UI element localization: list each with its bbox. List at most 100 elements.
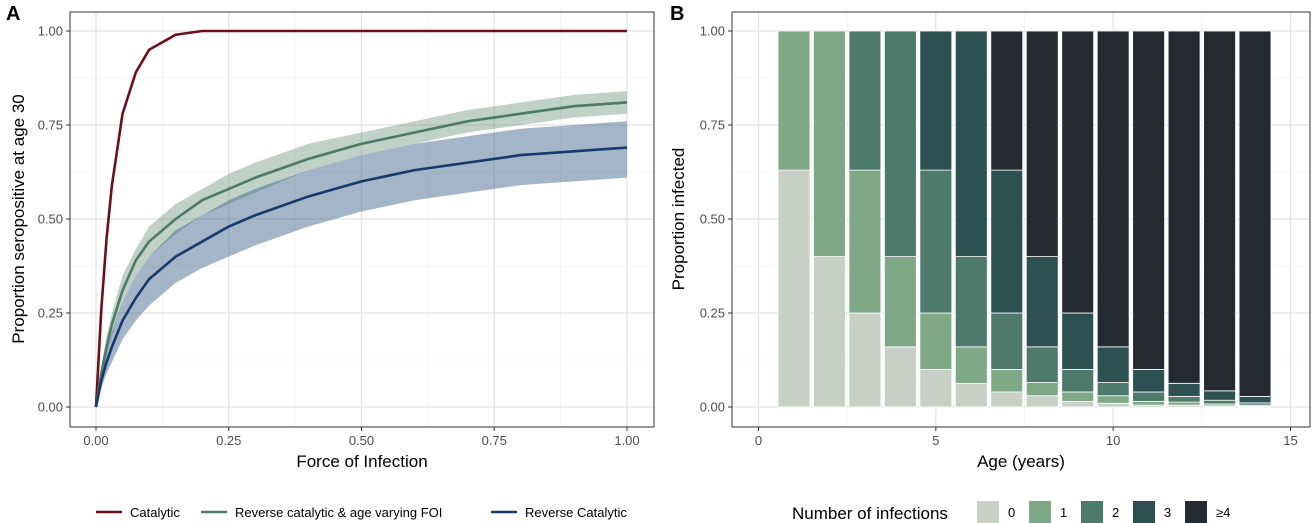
legend-key <box>1081 501 1103 523</box>
x-tick-label: 0.50 <box>349 433 374 448</box>
panel-a-tag: A <box>6 3 20 25</box>
legend-key <box>1185 501 1207 523</box>
bar-segment <box>1132 368 1165 393</box>
x-tick-label: 15 <box>1283 433 1297 448</box>
bar-segment <box>1025 346 1059 383</box>
bar-segment <box>1025 256 1059 348</box>
panel-a-x-ticks: 0.00 0.25 0.50 0.75 1.00 <box>83 427 640 448</box>
bar-segment <box>1238 396 1272 404</box>
bar-segment <box>1203 399 1236 405</box>
x-tick-label: 0 <box>755 433 762 448</box>
x-tick-label: 5 <box>932 433 939 448</box>
x-tick-label: 1.00 <box>614 433 639 448</box>
legend-label: 0 <box>1008 505 1015 520</box>
legend-title: Number of infections <box>792 504 948 523</box>
bar-segment <box>1096 402 1130 408</box>
bar-segment <box>919 312 953 370</box>
y-tick-label: 0.75 <box>700 118 725 133</box>
confidence-band <box>96 91 627 407</box>
bar-segment <box>848 312 882 408</box>
panel-a: A 0.00 0.25 0.50 0.75 1.00 0.00 0.25 0.50 0.75 1… <box>6 3 655 520</box>
bar-segment <box>777 169 811 408</box>
panel-b-legend: Number of infections 0 1 2 3 ≥4 <box>792 501 1230 523</box>
bar-segment <box>1061 391 1095 402</box>
x-tick-label: 10 <box>1106 433 1120 448</box>
bar-segment <box>954 346 988 384</box>
legend-label: Reverse catalytic & age varying FOI <box>235 505 442 520</box>
bar-segment <box>813 30 846 258</box>
series-line <box>94 29 627 408</box>
legend-label: ≥4 <box>1216 505 1230 520</box>
bar-segment <box>848 169 882 314</box>
bar-segment <box>1096 30 1130 348</box>
panel-a-y-ticks: 0.00 0.25 0.50 0.75 1.00 <box>38 24 70 415</box>
y-tick-label: 0.50 <box>700 212 725 227</box>
bar-segment <box>1061 312 1095 370</box>
bar-segment <box>954 382 988 408</box>
legend-label: 1 <box>1060 505 1067 520</box>
y-tick-label: 0.00 <box>38 400 63 415</box>
bar-segment <box>1167 30 1201 384</box>
y-tick-label: 1.00 <box>38 24 63 39</box>
bar-segment <box>954 30 988 258</box>
y-tick-label: 0.25 <box>700 306 725 321</box>
bar-segment <box>813 256 846 408</box>
bar-segment <box>1132 400 1165 406</box>
bar-segment <box>1203 390 1236 401</box>
bar-segment <box>919 30 953 171</box>
bar-segment <box>884 256 917 348</box>
bar-segment <box>1203 30 1236 392</box>
bar-segment <box>990 312 1024 370</box>
legend-label: Catalytic <box>130 505 180 520</box>
y-tick-label: 1.00 <box>700 24 725 39</box>
panel-a-legend: Catalytic Reverse catalytic & age varying… <box>96 505 627 520</box>
bar-segment <box>884 346 917 408</box>
legend-label: 2 <box>1112 505 1119 520</box>
y-tick-label: 0.00 <box>700 400 725 415</box>
legend-label: Reverse Catalytic <box>525 505 627 520</box>
series-line <box>94 101 628 408</box>
bar-segment <box>777 30 811 171</box>
panel-a-x-title: Force of Infection <box>296 452 427 471</box>
y-tick-label: 0.50 <box>38 212 63 227</box>
bar-segment <box>990 169 1024 314</box>
panel-b-tag: B <box>670 3 684 25</box>
bar-segment <box>1025 382 1059 397</box>
panel-a-y-title: Proportion seropositive at age 30 <box>9 94 28 344</box>
bar-segment <box>1061 368 1095 393</box>
panel-b-bars <box>777 30 1272 408</box>
bar-segment <box>1238 30 1272 397</box>
panel-b-x-ticks: 0 5 10 15 <box>755 427 1298 448</box>
bar-segment <box>1167 401 1201 406</box>
bar-segment <box>1096 395 1130 404</box>
bar-segment <box>848 30 882 171</box>
legend-label: 3 <box>1164 505 1171 520</box>
x-tick-label: 0.00 <box>83 433 108 448</box>
bar-segment <box>1096 382 1130 397</box>
y-tick-label: 0.75 <box>38 118 63 133</box>
bar-segment <box>1167 382 1201 397</box>
bar-segment <box>919 368 953 408</box>
bar-segment <box>1132 30 1165 370</box>
bar-segment <box>1025 395 1059 408</box>
bar-segment <box>954 256 988 348</box>
confidence-band <box>96 121 627 408</box>
bar-segment <box>884 30 917 258</box>
panel-b-y-title: Proportion infected <box>669 148 688 291</box>
x-tick-label: 0.25 <box>216 433 241 448</box>
panel-b-x-title: Age (years) <box>977 452 1065 471</box>
legend-key <box>977 501 999 523</box>
x-tick-label: 0.75 <box>482 433 507 448</box>
series-line <box>94 146 628 408</box>
legend-key <box>1029 501 1051 523</box>
bar-segment <box>1025 30 1059 258</box>
panel-a-lines <box>94 29 628 408</box>
bar-segment <box>990 391 1024 408</box>
bar-segment <box>1096 346 1130 383</box>
bar-segment <box>1132 391 1165 402</box>
bar-segment <box>1061 30 1095 314</box>
y-tick-label: 0.25 <box>38 306 63 321</box>
bar-segment <box>1061 400 1095 408</box>
panel-b-y-ticks: 0.00 0.25 0.50 0.75 1.00 <box>700 24 732 415</box>
